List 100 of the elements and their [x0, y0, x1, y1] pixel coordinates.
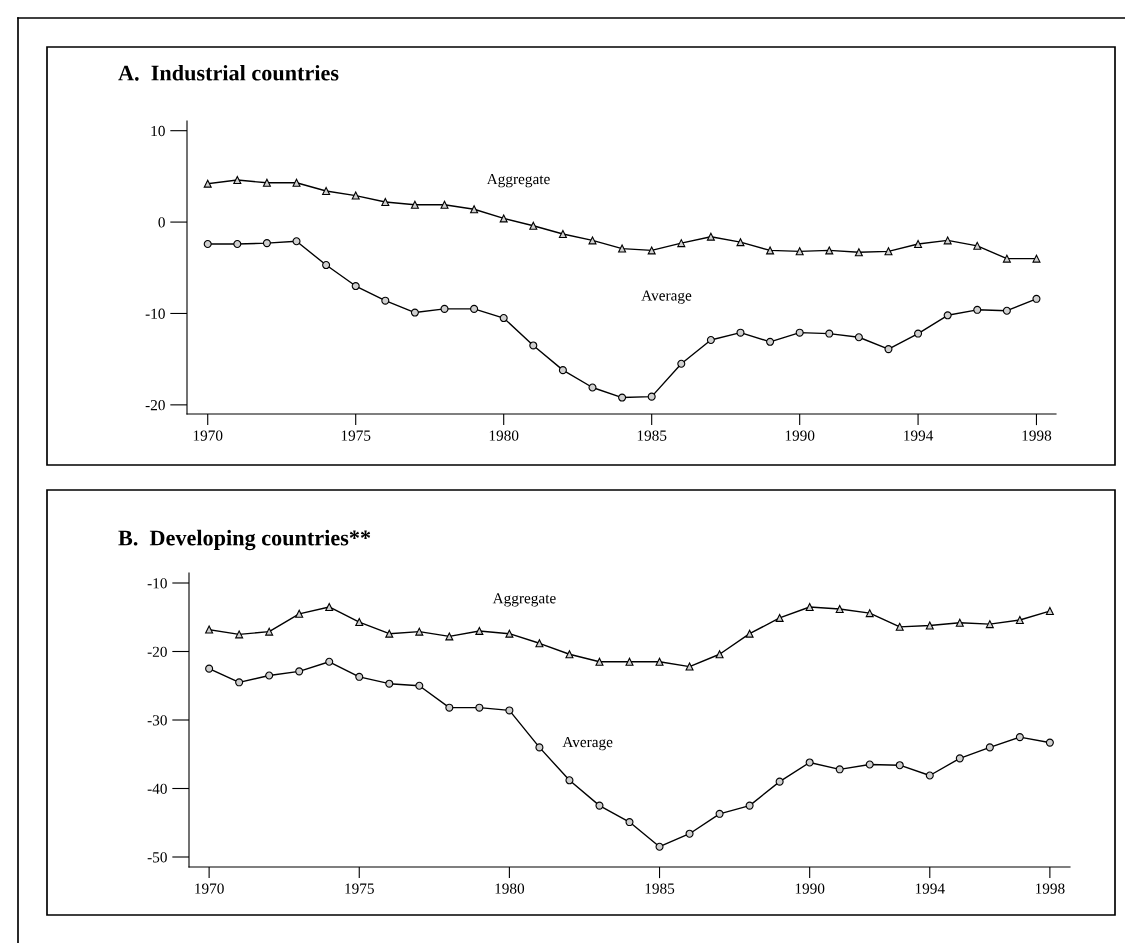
point — [745, 801, 754, 810]
point — [677, 359, 686, 368]
point — [655, 657, 664, 666]
point — [445, 632, 454, 641]
point — [445, 703, 454, 712]
point — [706, 335, 715, 345]
point — [925, 621, 934, 630]
point — [825, 246, 834, 255]
point — [647, 392, 656, 401]
point — [262, 178, 271, 187]
point — [805, 602, 814, 612]
point — [470, 304, 479, 313]
chart-title: B. Developing countries** — [118, 529, 371, 551]
point — [914, 329, 923, 338]
point — [325, 657, 334, 666]
text: Average — [641, 290, 692, 304]
point — [618, 244, 627, 253]
point — [715, 809, 724, 818]
x-tick-label: 1998 — [1022, 430, 1052, 441]
point — [558, 366, 567, 375]
point — [322, 261, 331, 270]
point — [985, 743, 994, 752]
point — [535, 743, 544, 752]
point — [865, 609, 874, 618]
series-label: Aggregate — [486, 173, 550, 188]
y-tick-label: -20 — [145, 400, 165, 411]
point — [529, 221, 538, 230]
point — [825, 329, 834, 338]
y-tick-label: -10 — [145, 308, 165, 319]
point — [854, 333, 863, 342]
point — [973, 241, 982, 250]
point — [385, 629, 394, 638]
point — [1015, 733, 1024, 742]
y-tick-label: -40 — [147, 783, 167, 794]
point — [805, 758, 814, 767]
x-tick-label: 1970 — [193, 430, 223, 441]
x-tick-label: 1994 — [915, 883, 945, 894]
point — [1045, 607, 1054, 616]
point — [955, 754, 964, 763]
point — [233, 239, 242, 249]
point — [835, 605, 844, 614]
point — [440, 200, 449, 209]
point — [475, 703, 484, 712]
point — [736, 238, 745, 247]
point — [1002, 306, 1011, 315]
y-tick-label: -10 — [147, 578, 167, 589]
point — [415, 681, 424, 690]
point — [588, 383, 597, 392]
point — [295, 667, 304, 676]
point — [775, 777, 784, 786]
point — [795, 247, 804, 256]
point — [795, 328, 804, 337]
x-tick-label: 1990 — [795, 883, 825, 894]
y-tick-label: 10 — [151, 125, 165, 137]
point — [895, 622, 904, 631]
x-tick-label: 1985 — [637, 430, 667, 441]
point — [529, 341, 538, 350]
point — [973, 305, 982, 314]
point — [410, 200, 419, 209]
point — [233, 176, 242, 185]
point — [325, 602, 334, 612]
point — [292, 237, 301, 246]
point — [625, 818, 634, 827]
point — [205, 664, 214, 673]
point — [685, 829, 694, 838]
point — [203, 179, 212, 188]
point — [625, 657, 634, 666]
series-label: Aggregate — [492, 593, 556, 607]
point — [1002, 254, 1011, 263]
point — [895, 761, 904, 770]
point — [1015, 615, 1024, 625]
point — [235, 630, 244, 639]
point — [355, 618, 364, 627]
y-tick-label: -50 — [147, 852, 167, 863]
x-tick-label: 1970 — [195, 883, 224, 894]
point — [499, 214, 508, 223]
point — [381, 296, 390, 305]
point — [295, 609, 304, 618]
point — [322, 186, 331, 196]
point — [835, 765, 844, 774]
point — [655, 842, 664, 851]
point — [565, 776, 574, 785]
point — [505, 629, 514, 638]
x-tick-label: 1980 — [495, 883, 525, 894]
x-tick-label: 1980 — [489, 430, 519, 441]
x-tick-label: 1994 — [904, 430, 934, 441]
point — [265, 671, 274, 680]
point — [595, 801, 604, 810]
point — [914, 239, 923, 249]
point — [558, 229, 567, 238]
point — [854, 248, 863, 257]
point — [499, 314, 508, 323]
point — [766, 337, 775, 346]
point — [351, 282, 360, 291]
point — [884, 345, 893, 354]
x-tick-label: 1975 — [341, 430, 371, 441]
y-tick-label: -30 — [147, 715, 167, 726]
point — [647, 246, 656, 255]
chart-title: A. Industrial countries — [118, 64, 339, 81]
point — [351, 191, 360, 200]
